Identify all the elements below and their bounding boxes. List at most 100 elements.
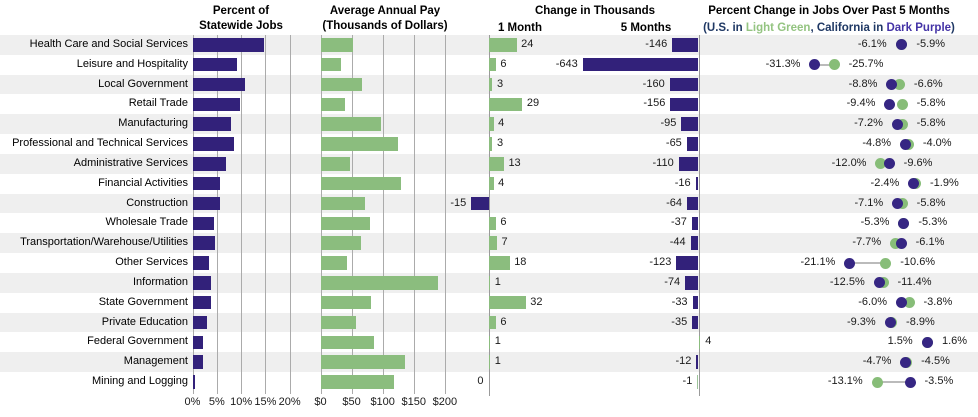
- p3-1month-bar: [489, 97, 523, 112]
- panel1-axis-tick: 20%: [278, 396, 301, 408]
- panel4-legend-suffix: ): [951, 22, 955, 34]
- p3-5months-bar: [696, 355, 699, 369]
- p3-5months-value: -64: [666, 196, 682, 209]
- p3-5months-value: -65: [665, 137, 682, 150]
- p4-us-dot: [896, 98, 908, 110]
- panel2-axis-tick: $50: [342, 396, 361, 408]
- panel1-axis-tick: 0%: [184, 396, 201, 408]
- p3-1month-bar: [489, 295, 526, 310]
- p4-left-value: -4.7%: [862, 355, 892, 368]
- category-label: Mining and Logging: [91, 375, 188, 388]
- p3-1month-bar: [489, 335, 491, 350]
- p3-5months-value: -95: [660, 117, 677, 130]
- p4-left-value: -12.0%: [831, 156, 867, 169]
- p1-percent-bar: [193, 315, 207, 330]
- p3-1month-bar: [489, 77, 493, 92]
- p4-right-value: -6.6%: [913, 77, 943, 90]
- p4-left-value: -31.3%: [765, 57, 801, 70]
- p3-1month-value: 6: [500, 57, 507, 70]
- panel1-axis-tick: 5%: [208, 396, 225, 408]
- p4-right-value: -8.9%: [906, 315, 935, 328]
- p1-percent-bar: [193, 256, 209, 270]
- p3-5months-value: -74: [664, 275, 681, 288]
- p4-ca-dot: [900, 356, 912, 368]
- p4-ca-dot: [884, 98, 896, 110]
- p3-1month-bar: [489, 38, 517, 52]
- p3-5months-bar: [681, 117, 699, 131]
- p4-left-value: -4.8%: [862, 137, 892, 150]
- panel4-legend-mid: , California in: [810, 22, 887, 34]
- p4-us-dot: [871, 376, 883, 388]
- p1-percent-bar: [193, 295, 211, 310]
- p3-5months-bar: [685, 276, 699, 290]
- p3-1month-value: 29: [526, 97, 540, 110]
- panel2-gridline: [320, 35, 322, 394]
- p4-ca-dot: [895, 297, 907, 309]
- p2-pay-bar: [321, 256, 348, 270]
- p4-ca-dot: [873, 277, 885, 289]
- p3-1month-value: 0: [477, 375, 484, 388]
- p3-1month-bar: [489, 57, 496, 72]
- panel1-gridline: [241, 35, 243, 394]
- p4-us-dot: [893, 79, 905, 91]
- panel3-1month-axis: [488, 35, 490, 396]
- p4-right-value: -3.8%: [923, 295, 953, 308]
- category-label: Management: [123, 355, 188, 368]
- p3-5months-value: -35: [671, 315, 688, 328]
- p4-left-value: -6.1%: [857, 38, 887, 50]
- p4-right-value: -4.0%: [922, 137, 952, 150]
- p2-pay-bar: [321, 216, 371, 231]
- p3-5months-bar: [686, 196, 699, 211]
- p3-5months-value: -44: [669, 236, 686, 249]
- panel1-header-line2: Statewide Jobs: [199, 20, 283, 32]
- panel4-legend-us-label: Light Green: [745, 22, 811, 34]
- category-label: Retail Trade: [128, 97, 188, 110]
- panel3-header: Change in Thousands: [534, 5, 656, 17]
- p3-5months-value: -16: [674, 176, 691, 189]
- p3-1month-bar: [489, 236, 498, 250]
- p1-percent-bar: [193, 137, 234, 151]
- panel1-header-line1: Percent of: [212, 5, 270, 17]
- p4-right-value: -25.7%: [848, 57, 884, 70]
- category-label: Administrative Services: [73, 156, 188, 169]
- panel3-5months-axis: [698, 35, 700, 396]
- p3-1month-bar: [489, 315, 496, 330]
- panel2-axis-tick: $100: [370, 396, 395, 408]
- p4-right-value: -5.8%: [916, 117, 946, 130]
- p3-5months-bar: [695, 176, 699, 191]
- p2-pay-bar: [321, 196, 366, 211]
- p2-pay-bar: [321, 57, 341, 72]
- p4-right-value: -5.8%: [916, 97, 946, 110]
- p4-us-dot: [875, 158, 887, 170]
- category-label: Transportation/Warehouse/Utilities: [20, 236, 188, 249]
- p4-left-value: -9.3%: [846, 315, 876, 328]
- p3-1month-value: 32: [530, 295, 543, 308]
- p4-us-dot: [828, 59, 840, 71]
- p4-us-dot: [880, 257, 892, 269]
- p3-1month-bar: [489, 276, 491, 290]
- panel2-header-line1: Average Annual Pay: [329, 5, 441, 17]
- p1-percent-bar: [193, 196, 220, 211]
- p1-percent-bar: [193, 355, 203, 369]
- p1-percent-bar: [193, 157, 226, 171]
- category-label: Private Education: [101, 315, 188, 328]
- category-label: Local Government: [98, 77, 188, 90]
- p3-5months-value: -1: [682, 375, 693, 388]
- category-label: Information: [132, 275, 188, 288]
- p2-pay-bar: [321, 315, 356, 330]
- p4-ca-dot: [809, 59, 821, 71]
- p4-ca-dot: [895, 237, 907, 249]
- p2-pay-bar: [321, 236, 362, 250]
- panel2-gridline: [351, 35, 353, 394]
- p4-right-value: -6.1%: [915, 236, 945, 249]
- p3-1month-value: 3: [496, 137, 504, 150]
- p2-pay-bar: [321, 97, 345, 112]
- p4-left-value: -7.7%: [852, 236, 882, 249]
- p1-percent-bar: [193, 335, 203, 350]
- p3-1month-bar: [489, 216, 496, 231]
- panel2-header-line2: (Thousands of Dollars): [322, 20, 448, 32]
- p4-right-value: -5.3%: [918, 216, 948, 229]
- p2-pay-bar: [321, 295, 372, 310]
- p3-5months-value: -37: [670, 216, 687, 229]
